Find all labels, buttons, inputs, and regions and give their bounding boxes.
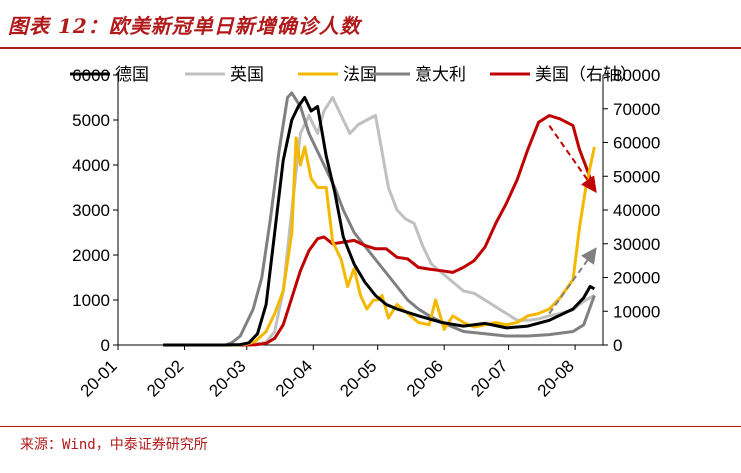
y-tick-label-left: 5000 — [72, 111, 110, 130]
y-tick-label-left: 1000 — [72, 291, 110, 310]
y-tick-label-right: 40000 — [613, 201, 660, 220]
chart-title: 图表 12：欧美新冠单日新增确诊人数 — [8, 14, 361, 38]
footer-divider — [0, 426, 741, 427]
chart-legend: 德国 英国 法国 意大利 美国（右轴） — [70, 65, 637, 85]
y-tick-label-right: 60000 — [613, 134, 660, 153]
legend-label: 意大利 — [415, 65, 466, 85]
chart-annotations — [548, 125, 597, 315]
y-tick-label-left: 2000 — [72, 246, 110, 265]
y-tick-label-right: 50000 — [613, 167, 660, 186]
series-line-0 — [163, 96, 596, 347]
y-tick-label-right: 70000 — [613, 100, 660, 119]
legend-label: 法国 — [343, 65, 377, 85]
x-tick-label: 20-01 — [77, 356, 121, 400]
line-chart: 0 1000 2000 3000 4000 5000 60000 10000 20000 3000… — [70, 65, 660, 401]
x-tick-label: 20-05 — [336, 356, 380, 400]
chart-series — [163, 91, 596, 347]
x-tick-label: 20-08 — [534, 356, 578, 400]
x-tick-label: 20-06 — [403, 356, 447, 400]
x-tick-label: 20-03 — [205, 356, 249, 400]
y-tick-label-right: 10000 — [613, 302, 660, 321]
y-tick-label-right: 20000 — [613, 269, 660, 288]
source-note: 来源：Wind，中泰证券研究所 — [20, 437, 208, 453]
series-line-4 — [163, 114, 596, 347]
y-tick-label-right: 30000 — [613, 235, 660, 254]
trend-arrow — [548, 247, 597, 315]
y-tick-label-left: 3000 — [72, 201, 110, 220]
x-tick-label: 20-04 — [272, 356, 316, 400]
report-header: 图表 12：欧美新冠单日新增确诊人数 — [0, 0, 741, 49]
legend-label: 美国（右轴） — [535, 65, 637, 85]
y-tick-label-right: 0 — [613, 336, 622, 355]
chart-axes: 0 1000 2000 3000 4000 5000 60000 10000 20000 3000… — [72, 66, 660, 401]
header-divider — [0, 47, 741, 49]
series-line-3 — [163, 91, 596, 347]
y-tick-label-right: 80000 — [613, 66, 660, 85]
y-tick-label-left: 0 — [101, 336, 110, 355]
legend-label: 德国 — [115, 65, 149, 85]
y-tick-label-left: 4000 — [72, 156, 110, 175]
series-line-2 — [163, 136, 596, 347]
x-tick-label: 20-02 — [143, 356, 187, 400]
series-line-1 — [163, 96, 596, 347]
x-tick-label: 20-07 — [467, 356, 511, 400]
legend-label: 英国 — [230, 65, 264, 85]
trend-arrow — [548, 125, 597, 194]
